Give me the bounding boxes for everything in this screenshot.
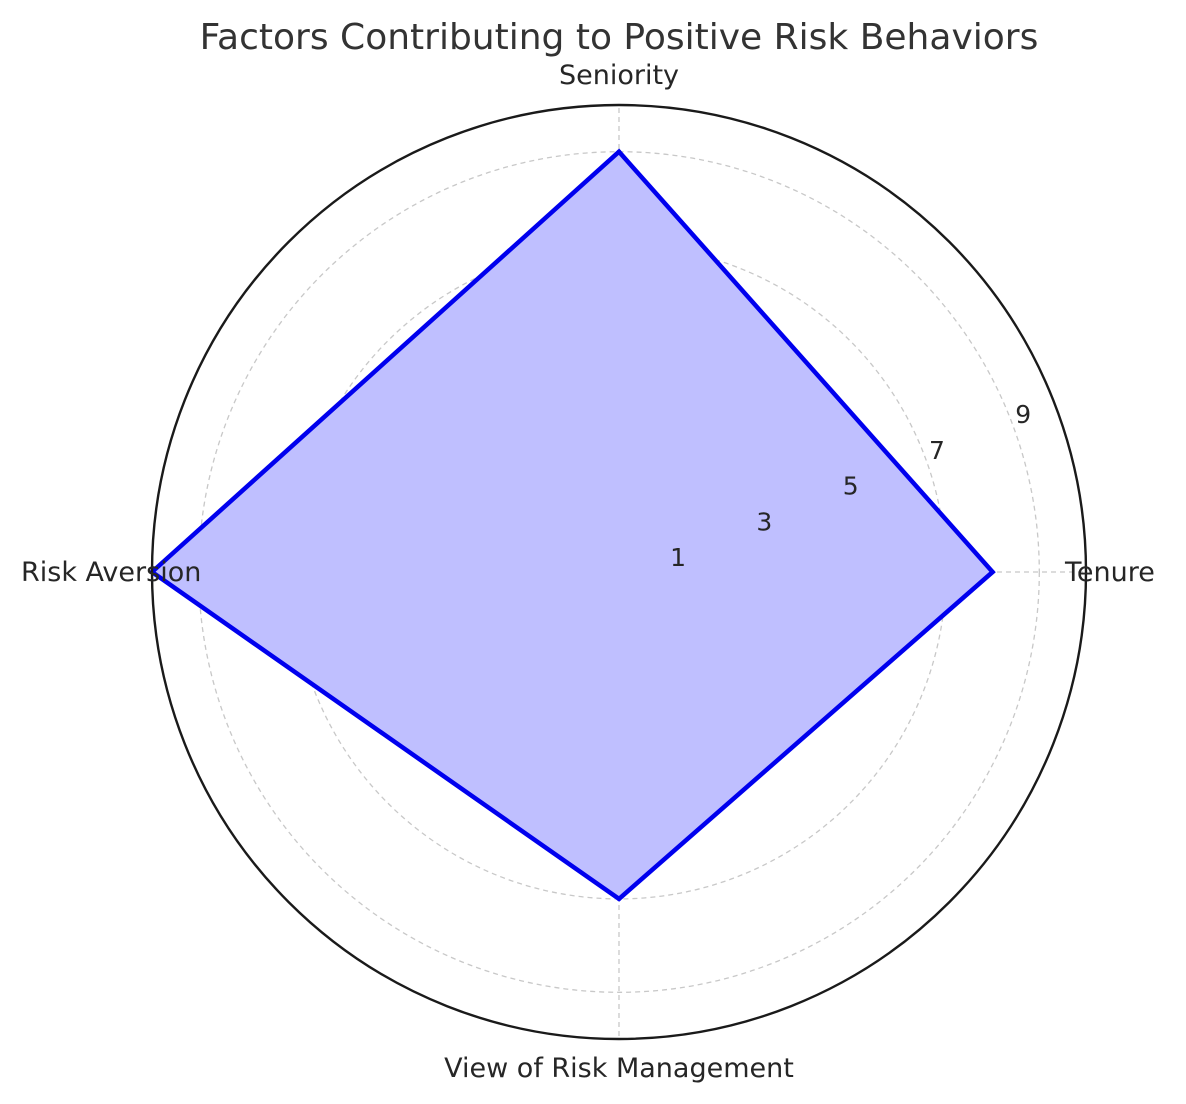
axis-label-risk-aversion: Risk Aversion xyxy=(21,557,201,588)
tick-label-1: 1 xyxy=(670,543,686,572)
data-point-view-of-risk-management xyxy=(616,896,622,902)
axis-labels: Tenure Seniority Risk Aversion View of Risk… xyxy=(21,60,1155,1084)
series-area-0 xyxy=(152,151,993,899)
axis-label-seniority: Seniority xyxy=(559,60,679,91)
data-point-seniority xyxy=(616,149,622,154)
axis-label-view-of-risk-management: View of Risk Management xyxy=(444,1053,794,1084)
chart-title: Factors Contributing to Positive Risk Be… xyxy=(200,17,1039,58)
data-point-tenure xyxy=(990,569,995,575)
tick-label-5: 5 xyxy=(843,472,859,501)
tick-label-3: 3 xyxy=(756,507,772,536)
axis-label-tenure: Tenure xyxy=(1064,557,1155,588)
tick-label-9: 9 xyxy=(1015,400,1031,429)
tick-label-7: 7 xyxy=(929,436,945,465)
radar-outer-frame xyxy=(150,103,1088,1041)
radar-series xyxy=(148,148,996,902)
radial-tick-labels: 1 3 5 7 9 xyxy=(670,400,1031,572)
